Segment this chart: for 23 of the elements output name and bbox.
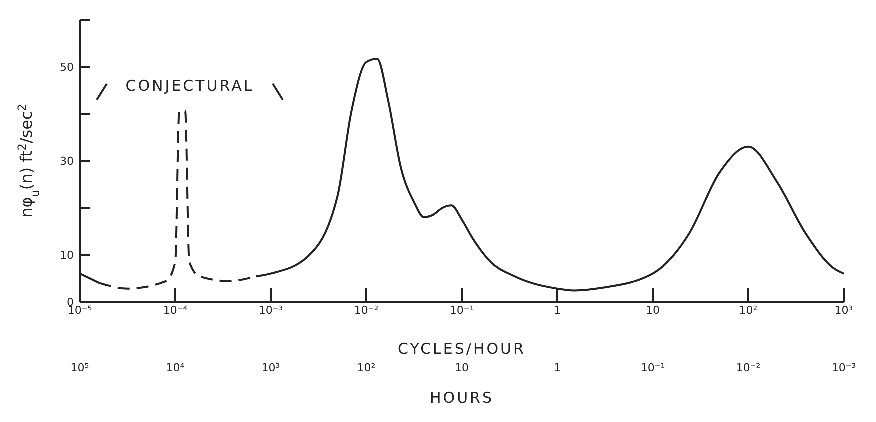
x-tick-label: 10 [646, 304, 660, 317]
text: 10⁻² [736, 362, 761, 374]
x-tick-label: 1 [554, 304, 561, 317]
x-tick-label: 10⁻⁴ [163, 304, 188, 317]
y-tick-label: 30 [60, 154, 74, 168]
x-tick-label: 10³ [834, 304, 854, 317]
text: 1 [554, 362, 561, 374]
x-axis-title: CYCLES/HOUR [398, 340, 526, 358]
text: 10³ [262, 362, 280, 374]
text: 10⁵ [70, 362, 90, 374]
text: HOURS [430, 389, 494, 407]
y-tick-label: 10 [60, 248, 74, 262]
x-tick-label: 10⁻³ [258, 304, 284, 317]
text: 10⁻¹ [640, 362, 666, 374]
text: 10⁴ [166, 362, 185, 374]
annotation: CONJECTURAL [126, 77, 254, 95]
text: 10² [357, 362, 376, 374]
y-tick-label: 50 [60, 60, 74, 74]
text: 10 [455, 362, 469, 374]
text: 10⁻³ [832, 362, 856, 374]
x-tick-label: 10² [739, 304, 758, 317]
x-tick-label: 10⁻² [354, 304, 379, 317]
x-tick-label: 10⁻¹ [450, 304, 474, 317]
